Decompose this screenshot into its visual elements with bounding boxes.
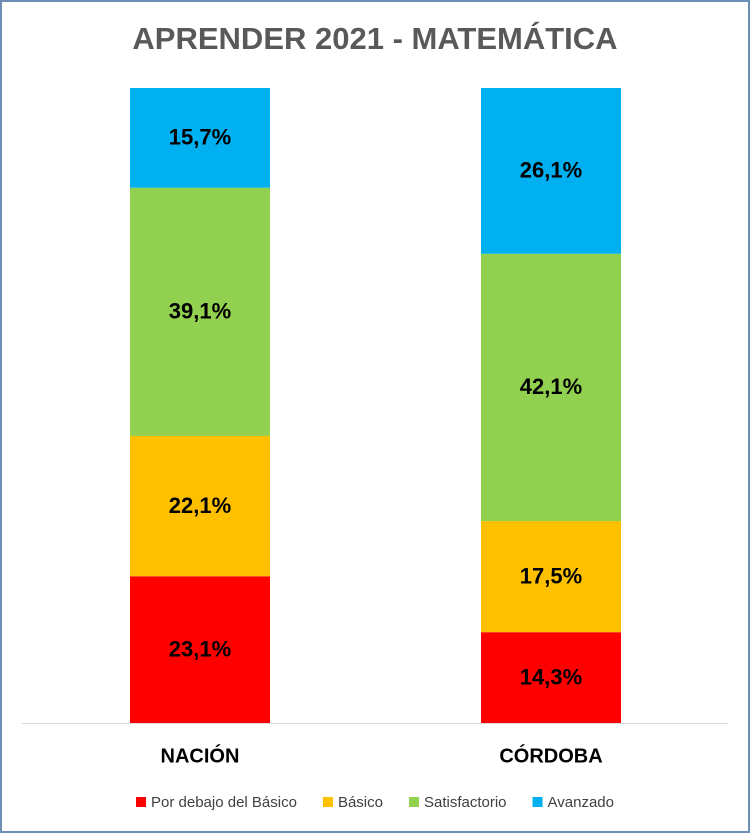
x-tick-label: CÓRDOBA: [499, 743, 602, 767]
legend-swatch: [532, 797, 543, 807]
bar-segment: [130, 88, 270, 188]
bar-segment: [481, 88, 621, 254]
data-label: 39,1%: [169, 299, 231, 324]
bar-segment: [481, 632, 621, 723]
bar-segment: [481, 253, 621, 522]
bar-segment: [481, 521, 621, 633]
chart-title: APRENDER 2021 - MATEMÁTICA: [132, 21, 617, 56]
x-tick-label: NACIÓN: [161, 743, 240, 767]
data-label: 42,1%: [520, 374, 582, 399]
data-label: 17,5%: [520, 563, 582, 588]
data-label: 22,1%: [169, 493, 231, 518]
legend-label: Básico: [338, 794, 383, 811]
legend-swatch: [136, 797, 147, 807]
legend-label: Satisfactorio: [424, 794, 507, 811]
bar-segment: [130, 576, 270, 723]
legend-label: Por debajo del Básico: [151, 794, 297, 811]
data-label: 14,3%: [520, 664, 582, 689]
legend-swatch: [322, 797, 333, 807]
data-label: 23,1%: [169, 636, 231, 661]
bar-segment: [130, 187, 270, 436]
data-label: 15,7%: [169, 125, 231, 150]
legend-label: Avanzado: [548, 794, 614, 811]
data-label: 26,1%: [520, 158, 582, 183]
legend-swatch: [408, 797, 419, 807]
bar-segment: [130, 435, 270, 577]
